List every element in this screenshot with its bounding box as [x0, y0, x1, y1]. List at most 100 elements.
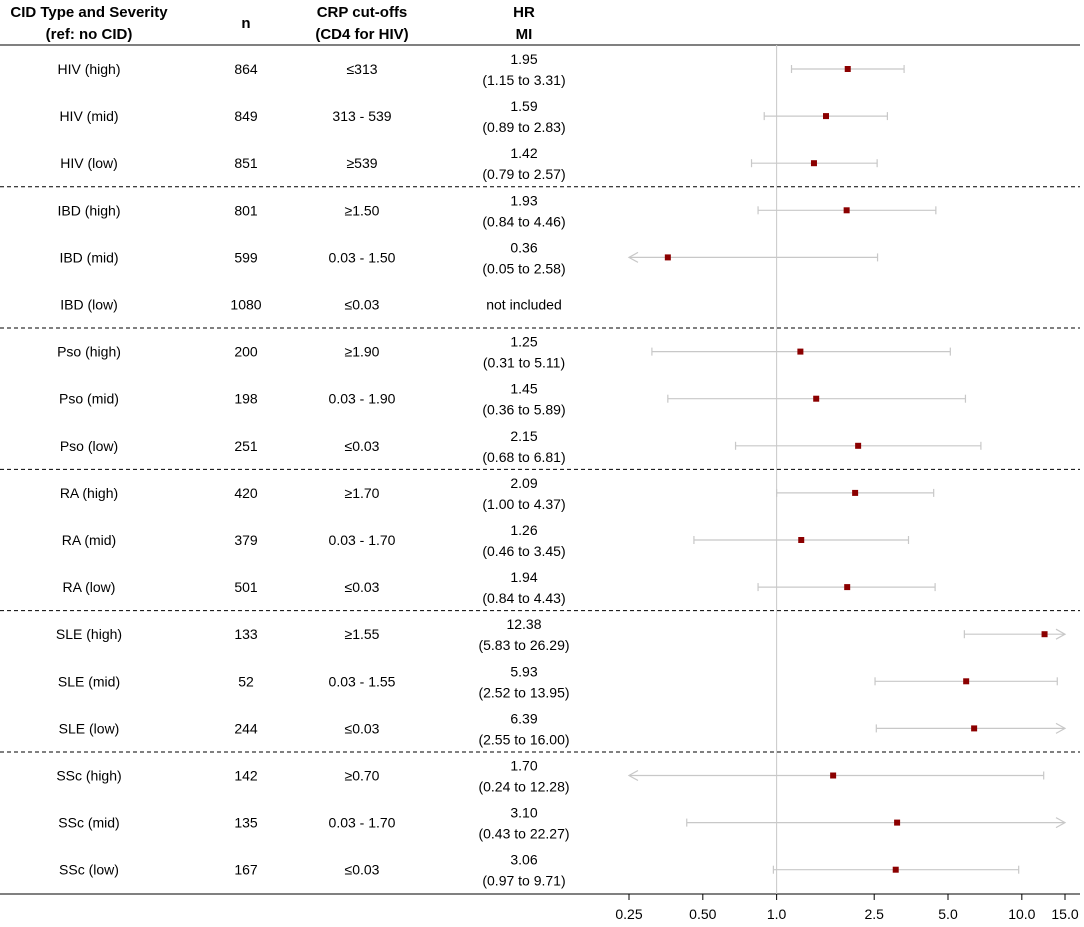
header-group-title-2: (ref: no CID) [46, 26, 133, 43]
hr-point [830, 772, 837, 779]
row-cutoff: ≥0.70 [345, 768, 380, 784]
header-mi-title: MI [516, 26, 533, 43]
ci-arrow-right [1055, 722, 1067, 734]
row-n: 142 [234, 768, 258, 784]
row-cutoff: ≤313 [346, 61, 377, 77]
row-ci: (0.24 to 12.28) [478, 779, 569, 795]
ci-arrow-left [627, 251, 639, 263]
row-hr: 12.38 [506, 616, 541, 632]
row-label: Pso (high) [57, 344, 121, 360]
row-label: HIV (mid) [59, 108, 118, 124]
table-row: Pso (low) 251 ≤0.03 2.15 (0.68 to 6.81) [60, 428, 982, 465]
hr-point [855, 442, 862, 449]
row-label: RA (low) [63, 579, 116, 595]
row-hr: 2.09 [510, 475, 537, 491]
x-tick-label: 1.0 [767, 906, 787, 922]
row-cutoff: ≥1.55 [345, 626, 380, 642]
header-crp-title-1: CRP cut-offs [317, 4, 408, 21]
row-cutoff: 0.03 - 1.90 [329, 391, 396, 407]
row-cutoff: 0.03 - 1.70 [329, 815, 396, 831]
row-n: 420 [234, 485, 258, 501]
row-n: 501 [234, 579, 258, 595]
hr-point [798, 537, 805, 543]
row-hr: 1.42 [510, 145, 537, 161]
table-row: IBD (high) 801 ≥1.50 1.93 (0.84 to 4.46) [57, 192, 937, 229]
hr-point [823, 113, 830, 120]
x-tick-label: 5.0 [938, 906, 958, 922]
row-hr: 6.39 [510, 710, 537, 726]
table-header: CID Type and Severity (ref: no CID) n CR… [10, 4, 535, 43]
row-label: RA (mid) [62, 532, 116, 548]
row-ci: (0.97 to 9.71) [482, 873, 565, 889]
row-hr: 3.06 [510, 852, 537, 868]
table-row: IBD (low) 1080 ≤0.03 not included [60, 297, 562, 313]
row-cutoff: 0.03 - 1.50 [329, 249, 396, 265]
row-label: SSc (low) [59, 862, 119, 878]
row-ci: (5.83 to 26.29) [478, 637, 569, 653]
hr-point [810, 160, 817, 167]
table-row: RA (low) 501 ≤0.03 1.94 (0.84 to 4.43) [63, 569, 936, 606]
header-n: n [241, 15, 250, 32]
row-label: SLE (mid) [58, 673, 120, 689]
row-n: 244 [234, 720, 258, 736]
hr-point [664, 254, 671, 261]
x-tick-label: 10.0 [1008, 906, 1035, 922]
row-label: SSc (high) [56, 768, 121, 784]
row-label: Pso (low) [60, 438, 118, 454]
row-n: 1080 [230, 297, 261, 313]
row-cutoff: ≥1.50 [345, 202, 380, 218]
row-ci: (0.89 to 2.83) [482, 119, 565, 135]
row-ci: (0.79 to 2.57) [482, 166, 565, 182]
table-row: SLE (mid) 52 0.03 - 1.55 5.93 (2.52 to 13.95… [58, 663, 1058, 700]
row-ci: (0.84 to 4.46) [482, 213, 565, 229]
row-n: 851 [234, 155, 258, 171]
hr-point [971, 725, 978, 732]
row-cutoff: ≤0.03 [345, 297, 380, 313]
row-n: 135 [234, 815, 258, 831]
table-row: IBD (mid) 599 0.03 - 1.50 0.36 (0.05 to 2.58… [59, 239, 879, 276]
row-n: 133 [234, 626, 258, 642]
row-cutoff: ≤0.03 [345, 438, 380, 454]
hr-point [892, 866, 899, 873]
row-cutoff: ≤0.03 [345, 862, 380, 878]
row-label: SLE (low) [59, 720, 120, 736]
row-label: SSc (mid) [58, 815, 119, 831]
table-row: Pso (high) 200 ≥1.90 1.25 (0.31 to 5.11) [57, 334, 951, 371]
hr-point [797, 348, 804, 355]
row-n: 864 [234, 61, 258, 77]
row-hr: 1.93 [510, 192, 537, 208]
row-label: HIV (high) [57, 61, 120, 77]
row-hr: 1.95 [510, 51, 537, 67]
x-tick-label: 15.0 [1051, 906, 1078, 922]
row-hr: 3.10 [510, 805, 537, 821]
table-row: SSc (low) 167 ≤0.03 3.06 (0.97 to 9.71) [59, 852, 1020, 889]
x-axis: 0.25 0.50 1.0 2.5 5.0 10.0 15.0 [615, 894, 1079, 922]
ci-arrow-right [1055, 817, 1067, 829]
x-tick-label: 0.50 [689, 906, 716, 922]
row-cutoff: ≥539 [346, 155, 377, 171]
row-cutoff: 0.03 - 1.55 [329, 673, 396, 689]
table-row: HIV (low) 851 ≥539 1.42 (0.79 to 2.57) [60, 145, 878, 182]
ci-arrow-left [627, 769, 639, 782]
row-n: 251 [234, 438, 258, 454]
row-n: 379 [234, 532, 258, 548]
x-tick-label: 2.5 [864, 906, 884, 922]
row-n: 198 [234, 391, 258, 407]
row-ci: (0.31 to 5.11) [483, 355, 565, 371]
row-hr: 2.15 [510, 428, 537, 444]
table-row: HIV (high) 864 ≤313 1.95 (1.15 to 3.31) [57, 51, 905, 88]
row-label: IBD (mid) [59, 249, 118, 265]
row-hr: 1.70 [510, 758, 537, 774]
row-n: 801 [234, 202, 258, 218]
row-ci: (0.46 to 3.45) [482, 543, 565, 559]
row-label: IBD (low) [60, 297, 118, 313]
hr-point [894, 819, 901, 826]
header-group-title-1: CID Type and Severity [10, 4, 168, 21]
table-row: SSc (mid) 135 0.03 - 1.70 3.10 (0.43 to 22.2… [58, 805, 1067, 842]
table-row: RA (mid) 379 0.03 - 1.70 1.26 (0.46 to 3.45) [62, 522, 910, 559]
row-n: 849 [234, 108, 258, 124]
header-hr-title: HR [513, 4, 535, 21]
row-hr: 1.26 [510, 522, 537, 538]
row-ci: (0.36 to 5.89) [482, 402, 565, 418]
